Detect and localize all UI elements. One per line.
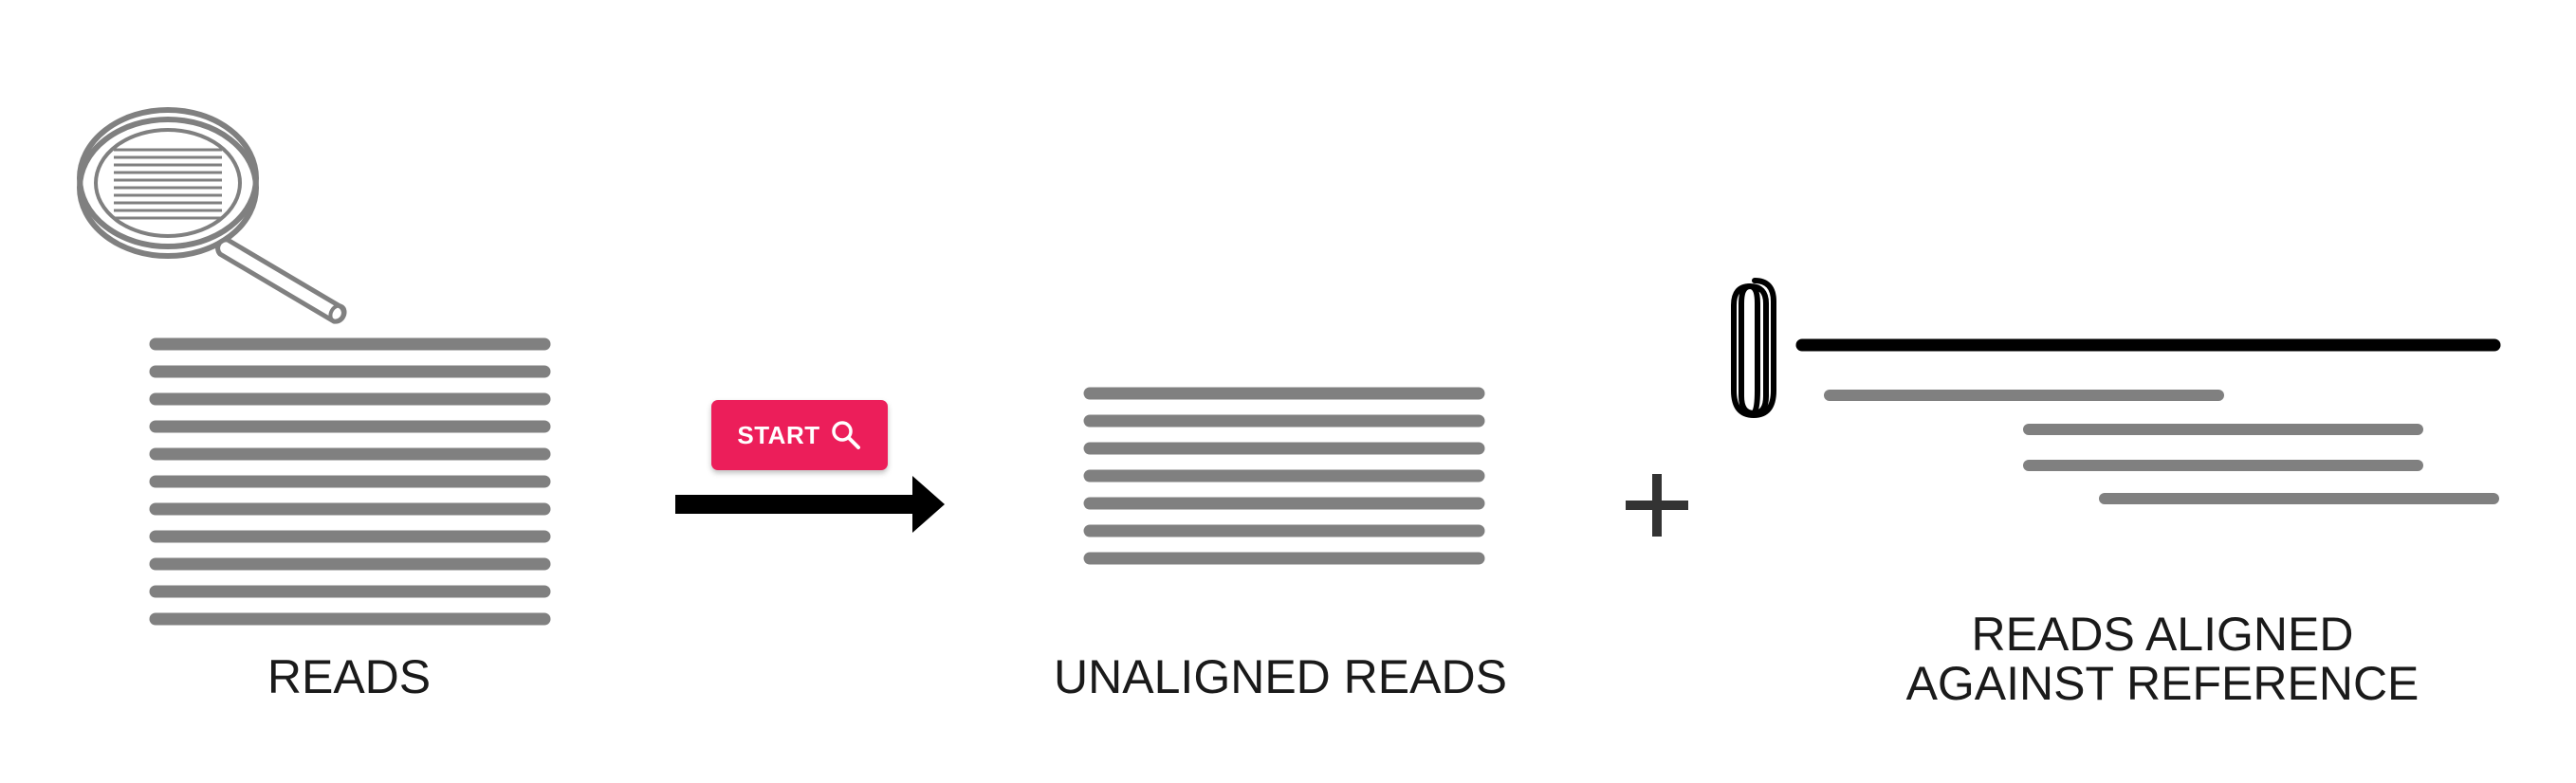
unaligned-reads-stack <box>1083 387 1485 565</box>
unaligned-reads-label: UNALIGNED READS <box>1054 650 1507 703</box>
search-icon <box>831 421 860 449</box>
paperclip-icon <box>1731 278 1776 418</box>
arrow-icon <box>675 476 945 533</box>
aligned-reads-label: READS ALIGNED AGAINST REFERENCE <box>1783 610 2542 708</box>
aligned-reads <box>1824 390 2499 504</box>
magnifier-icon <box>77 107 347 324</box>
aligned-label-line1: READS ALIGNED <box>1971 608 2354 661</box>
reads-stack <box>149 337 551 626</box>
start-button-label: START <box>737 420 820 449</box>
aligned-label-line2: AGAINST REFERENCE <box>1905 657 2420 710</box>
reads-label: READS <box>267 650 432 703</box>
start-button[interactable]: START <box>711 400 888 470</box>
plus-icon <box>1626 474 1688 537</box>
